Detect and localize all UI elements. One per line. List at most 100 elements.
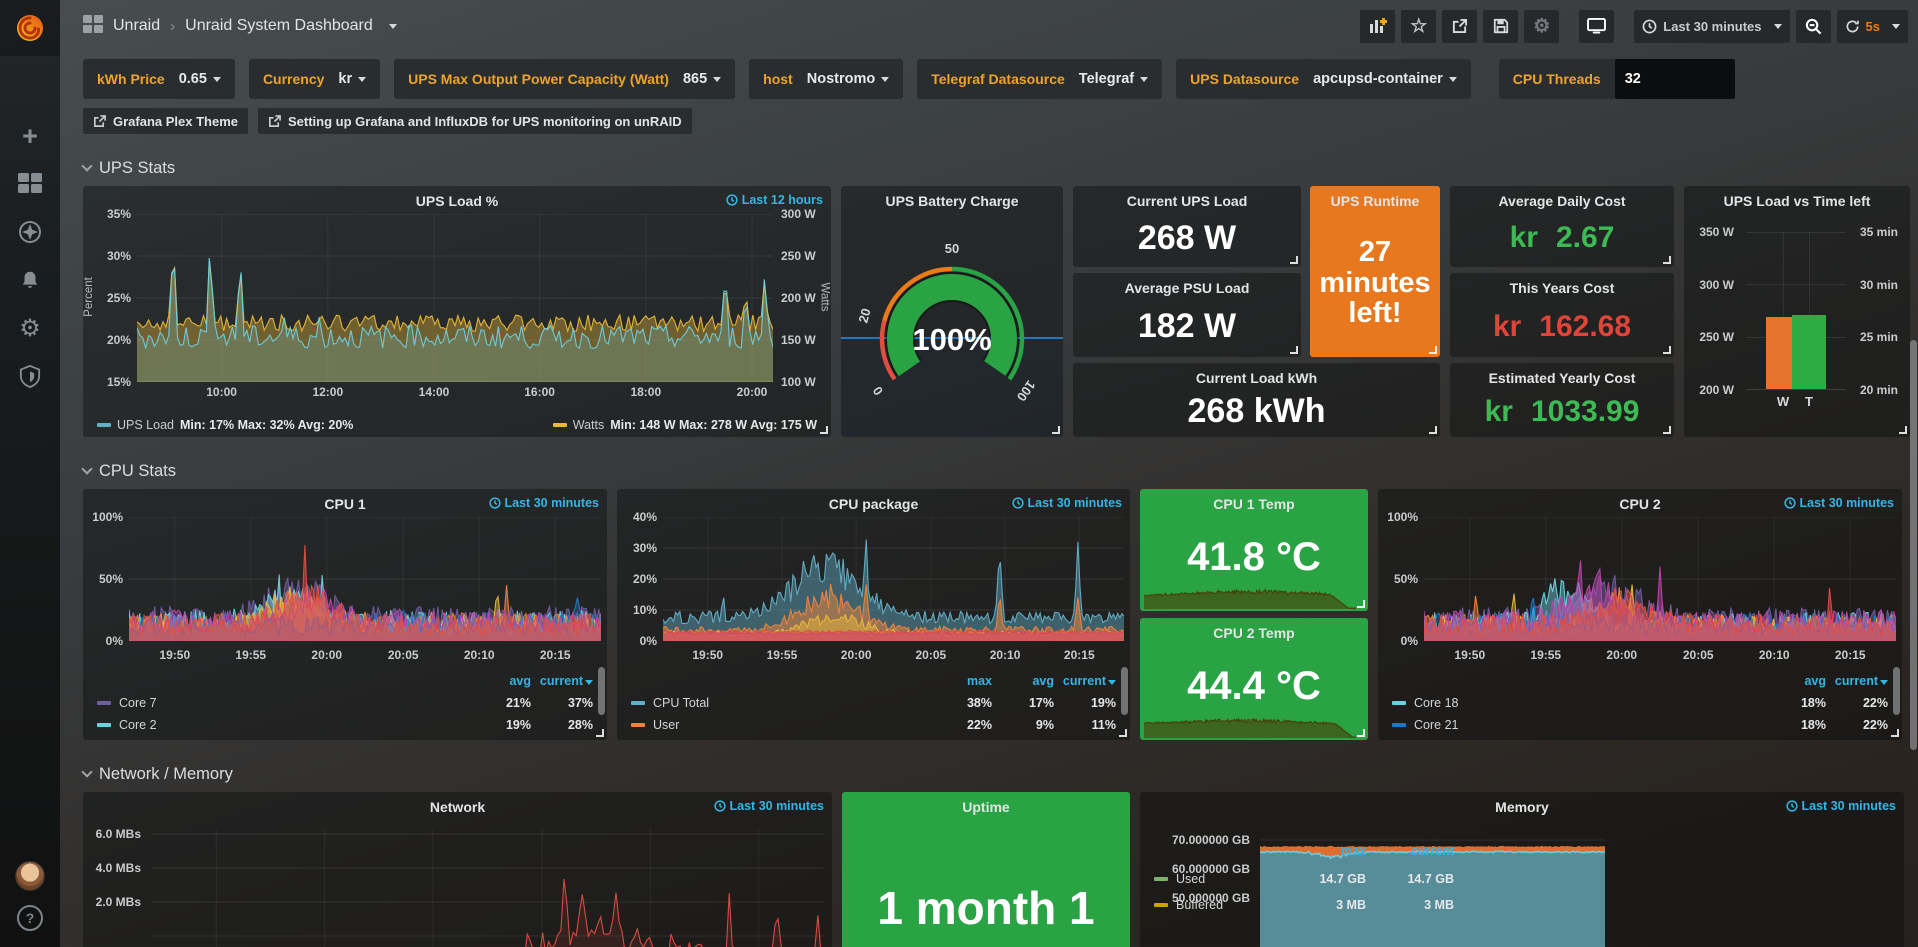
- bar-chart: 350 W 300 W 250 W 200 W 35 min 30 min 25 min 2…: [1684, 214, 1910, 437]
- ups-stats-row: UPS Load % Last 12 hours 35% 30% 25% 20% 15%…: [83, 186, 1910, 437]
- settings-gear-button[interactable]: ⚙: [1524, 9, 1560, 43]
- y-axis: 70.000000 GB 60.000000 GB 50.000000 GB: [1171, 833, 1250, 905]
- memory-chart[interactable]: [1260, 828, 1605, 947]
- panel-title[interactable]: UPS Load %: [415, 193, 499, 209]
- grafana-logo[interactable]: [0, 0, 60, 56]
- save-dashboard-button[interactable]: [1483, 9, 1519, 43]
- variable-currency: Currency kr: [248, 59, 381, 99]
- svg-text:50: 50: [945, 241, 959, 256]
- legend-col-avg[interactable]: avg: [509, 674, 531, 688]
- dashboard-main: Unraid › Unraid System Dashboard ☆: [60, 0, 1918, 947]
- variable-value-dropdown[interactable]: Telegraf: [1079, 71, 1149, 87]
- stat-value: 268 W: [1137, 218, 1237, 257]
- legend-swatch: [552, 423, 567, 427]
- panel-time-range[interactable]: Last 12 hours: [726, 193, 823, 207]
- legend-scrollbar[interactable]: [1121, 667, 1128, 715]
- legend-scrollbar[interactable]: [1893, 667, 1900, 715]
- breadcrumb-folder[interactable]: Unraid: [113, 17, 161, 34]
- share-dashboard-button[interactable]: [1442, 9, 1478, 43]
- link-grafana-plex-theme[interactable]: Grafana Plex Theme: [83, 108, 248, 134]
- cpu-threads-input[interactable]: [1614, 59, 1735, 99]
- breadcrumb-caret-icon[interactable]: [388, 23, 397, 29]
- ups-load-chart[interactable]: [137, 214, 773, 382]
- panel-ups-battery-charge: UPS Battery Charge 0 20 50 100 100%: [841, 186, 1063, 437]
- legend-table: max avg current CPU Total 38% 17% 19% User…: [631, 670, 1116, 736]
- variable-value-dropdown[interactable]: kr: [338, 71, 367, 87]
- variable-value-dropdown[interactable]: apcupsd-container: [1313, 71, 1457, 87]
- nav-sidebar: + ⚙ ?: [0, 0, 60, 947]
- bar-T[interactable]: [1792, 315, 1826, 389]
- panel-average-psu-load: Average PSU Load 182 W: [1073, 273, 1301, 357]
- legend-series-name[interactable]: Watts: [572, 418, 605, 432]
- y-axis: 6.0 MBs 4.0 MBs 2.0 MBs: [95, 827, 141, 909]
- cpu2-chart[interactable]: [1424, 517, 1896, 641]
- topbar-actions: ☆ ⚙: [1360, 9, 1908, 43]
- create-add-icon[interactable]: +: [22, 120, 38, 151]
- stat-value: 41.8 °C: [1187, 535, 1321, 579]
- page-scrollbar[interactable]: [1910, 340, 1917, 750]
- breadcrumb-dashboard-title[interactable]: Unraid System Dashboard: [185, 17, 373, 34]
- alerting-bell-icon[interactable]: [13, 264, 47, 296]
- stat-value: kr 2.67: [1509, 221, 1615, 254]
- zoom-out-button[interactable]: [1795, 9, 1831, 43]
- legend-table: avg current Core 7 21% 37% Core 2 19% 28%: [97, 670, 593, 736]
- stat-value: 1 month 1: [877, 882, 1095, 934]
- stat-value: 268 kWh: [1187, 392, 1326, 430]
- explore-compass-icon[interactable]: [13, 216, 47, 248]
- panel-time-range[interactable]: Last 30 minutes: [488, 496, 599, 510]
- panel-time-range[interactable]: Last 30 minutes: [713, 799, 824, 813]
- refresh-picker[interactable]: 5s: [1836, 9, 1908, 43]
- cpu-package-chart[interactable]: [663, 517, 1124, 641]
- stat-value: 44.4 °C: [1187, 664, 1321, 708]
- chevron-down-icon: [81, 160, 93, 172]
- network-memory-row: Network Last 30 minutes 6.0 MBs 4.0 MBs 2.…: [83, 792, 1908, 947]
- section-ups-stats[interactable]: UPS Stats: [81, 154, 1908, 182]
- cpu1-chart[interactable]: [129, 517, 601, 641]
- panel-cpu2-temp: CPU 2 Temp 44.4 °C: [1140, 618, 1368, 740]
- chart-legend: UPS Load Min: 17% Max: 32% Avg: 20% Watt…: [97, 418, 817, 432]
- bar-y-axis-right: 35 min 30 min 25 min 20 min: [1860, 225, 1899, 397]
- dashboards-icon[interactable]: [13, 168, 47, 200]
- x-axis: 10:00 12:00 14:00 16:00 18:00 20:00: [206, 385, 768, 399]
- panel-average-daily-cost: Average Daily Cost kr 2.67: [1450, 186, 1674, 267]
- y-axis-title-left: Percent: [83, 277, 95, 317]
- link-ups-monitoring-guide[interactable]: Setting up Grafana and InfluxDB for UPS …: [258, 108, 692, 134]
- y-axis-right: 300 W 250 W 200 W 150 W 100 W: [781, 207, 816, 389]
- add-panel-button[interactable]: [1360, 9, 1396, 43]
- panel-time-range[interactable]: Last 30 minutes: [1011, 496, 1122, 510]
- star-dashboard-button[interactable]: ☆: [1401, 9, 1437, 43]
- legend-col-current[interactable]: current: [531, 674, 593, 688]
- legend-series-stats: Min: 17% Max: 32% Avg: 20%: [179, 418, 354, 432]
- panel-time-range[interactable]: Last 30 minutes: [1783, 496, 1894, 510]
- variable-cpu-threads: CPU Threads: [1485, 59, 1735, 99]
- variable-ups-datasource: UPS Datasource apcupsd-container: [1176, 59, 1471, 99]
- y-axis: 100% 50% 0%: [92, 510, 123, 648]
- time-range-picker[interactable]: Last 30 minutes: [1634, 9, 1790, 43]
- panel-cpu2: CPU 2 Last 30 minutes 100% 50% 0% 19:50 19:…: [1378, 489, 1902, 740]
- network-chart[interactable]: [151, 828, 824, 947]
- legend-row: Core 18 18% 22%: [1392, 692, 1888, 714]
- configuration-gear-icon[interactable]: ⚙: [19, 314, 41, 342]
- variable-value-dropdown[interactable]: Nostromo: [807, 71, 890, 87]
- gauge-threshold-line: [841, 337, 1063, 339]
- legend-series-name[interactable]: UPS Load: [117, 418, 174, 432]
- panel-title[interactable]: UPS Battery Charge: [885, 193, 1019, 209]
- server-admin-shield-icon[interactable]: [13, 360, 47, 392]
- section-network-memory[interactable]: Network / Memory: [81, 760, 1908, 788]
- chevron-down-icon: [81, 766, 93, 778]
- help-icon[interactable]: ?: [17, 905, 43, 931]
- panel-time-range[interactable]: Last 30 minutes: [1785, 799, 1896, 813]
- user-avatar[interactable]: [15, 861, 45, 891]
- variable-value-dropdown[interactable]: 865: [683, 71, 722, 87]
- variable-host: host Nostromo: [749, 59, 904, 99]
- legend-table: avg current Core 18 18% 22% Core 21 18% 22…: [1392, 670, 1888, 736]
- breadcrumb: Unraid › Unraid System Dashboard: [83, 14, 397, 38]
- dashboard-links: Grafana Plex Theme Setting up Grafana an…: [83, 108, 1908, 134]
- section-cpu-stats[interactable]: CPU Stats: [81, 457, 1908, 485]
- dashboard-grid-icon[interactable]: [83, 14, 103, 38]
- variable-value-dropdown[interactable]: 0.65: [179, 71, 221, 87]
- cycle-view-tv-button[interactable]: [1579, 9, 1615, 43]
- gauge-value: 100%: [912, 322, 992, 357]
- legend-scrollbar[interactable]: [598, 667, 605, 715]
- panel-this-years-cost: This Years Cost kr 162.68: [1450, 273, 1674, 357]
